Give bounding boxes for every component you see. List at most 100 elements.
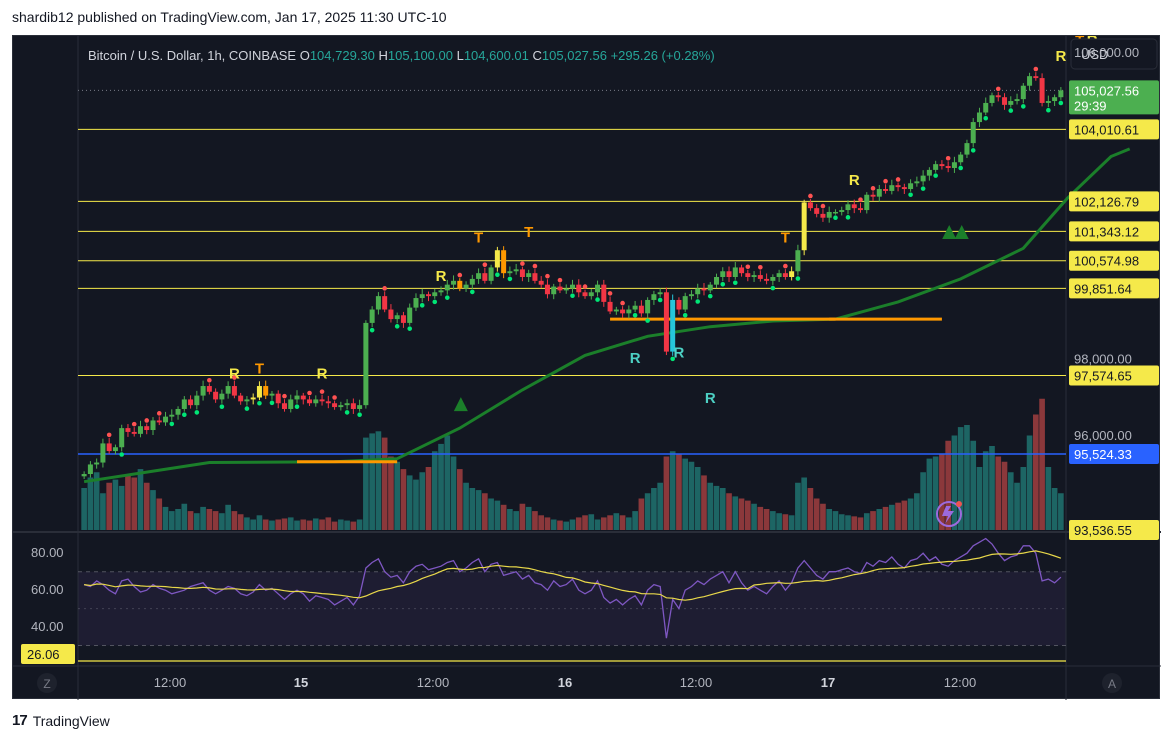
candle	[782, 263, 788, 280]
tradingview-brand[interactable]: 17 TradingView	[12, 712, 110, 729]
volume-bar	[513, 511, 519, 530]
legend-part: 105,100.00	[388, 48, 457, 63]
candle	[238, 392, 244, 405]
candle-body	[695, 288, 701, 295]
price-tag-box	[1069, 221, 1159, 242]
volume-bar	[482, 493, 488, 530]
candle	[651, 290, 657, 305]
volume-bar	[525, 506, 532, 530]
volume-bar	[1020, 467, 1027, 530]
volume-bar	[338, 519, 344, 530]
candle	[632, 300, 638, 318]
volume-bar	[250, 519, 256, 530]
volume-bar	[932, 456, 939, 530]
currency-button[interactable]: USD	[1070, 38, 1158, 70]
volume-bar	[813, 498, 820, 530]
candle-body	[363, 322, 369, 406]
candle	[438, 286, 444, 296]
candle	[1027, 72, 1033, 91]
candle-body	[864, 194, 870, 211]
legend-part: L	[457, 48, 464, 63]
chart-frame[interactable]: RTRRTTRRRTRRTRBitcoin / U.S. Dollar, 1h,…	[12, 35, 1161, 700]
volume-bar	[694, 467, 701, 530]
trailing-stop-dot	[444, 295, 450, 300]
signal-triangle	[954, 225, 969, 240]
price-tag-box	[1069, 80, 1159, 115]
candle	[920, 170, 926, 191]
candle	[407, 303, 413, 331]
volume-bar	[619, 515, 626, 530]
candle-body	[958, 154, 964, 163]
volume-bar	[519, 503, 526, 530]
volume-bar	[826, 509, 833, 530]
candle	[995, 86, 1001, 102]
price-tag-text: 102,126.79	[1074, 194, 1139, 209]
price-tag-box	[1069, 191, 1159, 212]
candle-body	[989, 95, 995, 103]
candle-body	[194, 395, 200, 406]
price-chart[interactable]: RTRRTTRRRTRRTRBitcoin / U.S. Dollar, 1h,…	[13, 36, 1161, 700]
candle	[482, 262, 488, 284]
volume-bar	[626, 517, 632, 530]
scale-button-right[interactable]: A	[1102, 673, 1122, 693]
volume-bar	[663, 456, 670, 530]
candle	[876, 184, 882, 202]
price-tag-text: 101,343.12	[1074, 224, 1139, 239]
volume-bar	[882, 506, 889, 530]
candle-body	[782, 273, 788, 278]
price-tag-box	[1069, 520, 1159, 540]
volume-bar	[1001, 461, 1008, 530]
trailing-stop-dot	[419, 303, 425, 308]
candle	[175, 406, 181, 420]
legend-part: C	[533, 48, 542, 63]
candle	[219, 389, 225, 409]
volume-bar	[369, 433, 375, 530]
volume-bar	[795, 482, 801, 530]
candle-body	[488, 267, 494, 281]
candle-body	[707, 284, 713, 291]
candle-body	[263, 386, 269, 396]
candle-body	[976, 112, 982, 123]
time-axis-label: 12:00	[154, 675, 187, 690]
volume-bar	[701, 475, 707, 530]
candle	[463, 281, 469, 292]
candle	[989, 92, 995, 107]
volume-bar	[363, 437, 369, 530]
rsi-tag: 26.06	[21, 644, 75, 664]
volume-bar	[1033, 414, 1039, 530]
signal-marker-r: R	[1055, 48, 1066, 65]
trailing-stop-dot	[620, 300, 625, 306]
scale-button-left[interactable]: Z	[37, 673, 57, 693]
volume-bar	[463, 482, 469, 530]
candle-body	[112, 447, 118, 452]
candle-body	[601, 284, 607, 302]
candle	[250, 393, 256, 405]
alert-icon[interactable]	[936, 501, 962, 527]
trailing-stop-dot	[570, 293, 575, 299]
candle-body	[588, 292, 594, 297]
candle-body	[714, 277, 720, 285]
candle-body	[739, 267, 745, 274]
time-axis-label: 15	[294, 675, 308, 690]
trailing-stop-dot	[770, 285, 776, 291]
trailing-stop-dot	[1046, 107, 1051, 113]
trailing-stop-dot	[532, 263, 538, 269]
candle-body	[519, 269, 525, 278]
volume-bar	[1014, 482, 1020, 530]
candle	[757, 264, 763, 282]
price-tag-yellow: 97,574.65	[1069, 365, 1159, 386]
candle	[707, 281, 713, 299]
trailing-stop-dot	[858, 197, 863, 202]
volume-bar	[381, 437, 388, 530]
candle	[807, 193, 813, 211]
candle	[1020, 83, 1026, 109]
trailing-stop-dot	[119, 452, 124, 457]
candle	[958, 151, 964, 171]
volume-bar	[456, 469, 463, 530]
trailing-stop-dot	[557, 277, 563, 283]
candle-body	[983, 102, 989, 113]
candle	[194, 390, 200, 415]
volume-bar	[820, 503, 826, 530]
candle-body	[81, 474, 87, 477]
candle	[801, 199, 807, 256]
